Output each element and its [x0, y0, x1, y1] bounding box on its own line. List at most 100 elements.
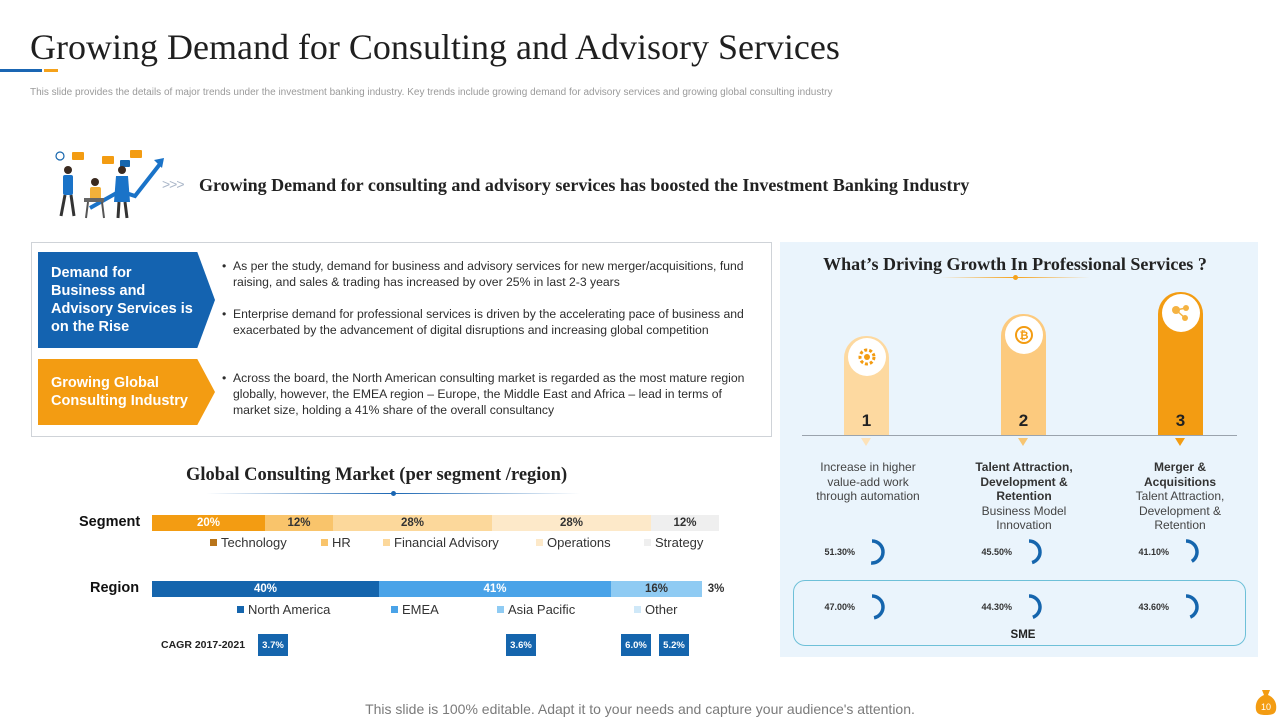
- legend-swatch: [237, 606, 244, 613]
- svg-text:₿: ₿: [1020, 329, 1029, 342]
- chevrons-right-icon: >>>: [162, 176, 185, 192]
- bar-segment-hr: 12%: [265, 515, 333, 531]
- gauge: 45.50%: [954, 537, 1044, 572]
- network-icon: [1162, 294, 1200, 332]
- gauge-arc: [1028, 594, 1042, 619]
- driver-desc: Increase in higher value-add work throug…: [816, 460, 920, 503]
- gauge-value: 44.30%: [981, 602, 1012, 612]
- trend-bullet: As per the study, demand for business an…: [222, 258, 762, 290]
- bar-segment-financial-advisory: 28%: [333, 515, 492, 531]
- driver-title: Merger & Acquisitions: [1143, 460, 1216, 489]
- sme-label: SME: [1010, 629, 1036, 641]
- slide-title: Growing Demand for Consulting and Adviso…: [30, 27, 840, 67]
- market-chart-title: Global Consulting Market (per segment /r…: [186, 465, 568, 485]
- bar-segment-operations: 28%: [492, 515, 651, 531]
- gear-icon: [848, 338, 886, 376]
- growth-panel-title: What’s Driving Growth In Professional Se…: [823, 254, 1207, 274]
- region-row-label: Region: [90, 580, 140, 596]
- legend-swatch: [321, 539, 328, 546]
- hero-statement: Growing Demand for consulting and adviso…: [199, 175, 970, 195]
- legend-label: Strategy: [655, 535, 704, 550]
- cagr-north-america: 3.7%: [258, 634, 288, 656]
- legend-label: Asia Pacific: [508, 602, 576, 617]
- legend-label: Other: [645, 602, 678, 617]
- trend-bullet: Across the board, the North American con…: [222, 370, 762, 418]
- gauge: 44.30%: [954, 592, 1044, 627]
- driver-caption-1: Increase in higher value-add work throug…: [808, 460, 928, 504]
- cagr-other: 5.2%: [659, 634, 689, 656]
- tag-label: Demand for Business and Advisory Service…: [51, 265, 193, 335]
- legend-label: EMEA: [402, 602, 439, 617]
- driver-number: 3: [1175, 411, 1186, 430]
- cagr-asia-pacific: 6.0%: [621, 634, 651, 656]
- bar-segment-strategy: 12%: [651, 515, 719, 531]
- legend-item: Financial Advisory: [383, 535, 499, 550]
- gauge-value: 51.30%: [824, 547, 855, 557]
- legend-label: HR: [332, 535, 351, 550]
- gauge-value: 41.10%: [1138, 547, 1169, 557]
- title-accent-line-orange: [44, 69, 58, 72]
- tag-label: Growing Global Consulting Industry: [51, 375, 188, 409]
- gauge-value: 47.00%: [824, 602, 855, 612]
- trend-bullet: Enterprise demand for professional servi…: [222, 306, 762, 338]
- legend-swatch: [634, 606, 641, 613]
- gauge-arc: [1185, 539, 1199, 563]
- legend-swatch: [210, 539, 217, 546]
- driver-desc: Business Model Innovation: [981, 503, 1067, 533]
- cagr-emea: 3.6%: [506, 634, 536, 656]
- bar-segment-north-america: 40%: [152, 581, 379, 597]
- legend-swatch: [497, 606, 504, 613]
- legend-swatch: [536, 539, 543, 546]
- driver-desc: Talent Attraction, Development & Retenti…: [1135, 489, 1225, 532]
- page-number: 10: [1261, 702, 1271, 712]
- legend-item: EMEA: [391, 602, 439, 617]
- legend-item: North America: [237, 602, 330, 617]
- sme-group-box: [793, 580, 1246, 646]
- bar-segment-technology: 20%: [152, 515, 265, 531]
- legend-label: Operations: [547, 535, 611, 550]
- gauge: 41.10%: [1111, 537, 1201, 572]
- legend-swatch: [383, 539, 390, 546]
- legend-label: North America: [248, 602, 331, 617]
- legend-item: Asia Pacific: [497, 602, 575, 617]
- legend-item: HR: [321, 535, 351, 550]
- gauge-arc: [1185, 594, 1199, 619]
- legend-swatch: [391, 606, 398, 613]
- legend-label: Financial Advisory: [394, 535, 499, 550]
- driver-title: Talent Attraction, Development & Retenti…: [975, 460, 1073, 503]
- title-accent-line: [0, 69, 42, 72]
- gauge-value: 45.50%: [981, 547, 1012, 557]
- bar-segment-other: 3%: [707, 583, 725, 595]
- slide-subtitle: This slide provides the details of major…: [30, 87, 833, 98]
- gauge-value: 43.60%: [1138, 602, 1169, 612]
- legend-item: Strategy: [644, 535, 703, 550]
- pillars-baseline: [802, 435, 1237, 436]
- triangle-marker: [1175, 438, 1185, 446]
- legend-item: Other: [634, 602, 678, 617]
- money-bag-icon: 10: [1255, 690, 1277, 715]
- tag-consulting-industry: Growing Global Consulting Industry: [38, 359, 215, 425]
- gauge: 47.00%: [797, 592, 887, 627]
- bar-segment-asia-pacific: 16%: [611, 581, 702, 597]
- market-title-dot: [391, 491, 396, 496]
- triangle-marker: [1018, 438, 1028, 446]
- gauge: 43.60%: [1111, 592, 1201, 627]
- legend-item: Operations: [536, 535, 611, 550]
- driver-caption-3: Merger & Acquisitions Talent Attraction,…: [1120, 460, 1240, 533]
- triangle-marker: [861, 438, 871, 446]
- bar-segment-emea: 41%: [379, 581, 611, 597]
- driver-caption-2: Talent Attraction, Development & Retenti…: [964, 460, 1084, 533]
- business-team-illustration: [55, 150, 164, 219]
- growth-title-dot: [1013, 275, 1018, 280]
- gauge-arc: [870, 539, 885, 565]
- tag-demand-rising: Demand for Business and Advisory Service…: [38, 252, 215, 348]
- legend-item: Technology: [210, 535, 287, 550]
- trends-panel: [31, 242, 772, 437]
- bitcoin-gear-icon: ₿: [1005, 316, 1043, 354]
- driver-number: 1: [861, 411, 872, 430]
- gauge: 51.30%: [797, 537, 887, 572]
- gauge-arc: [1028, 539, 1042, 565]
- driver-number: 2: [1018, 411, 1029, 430]
- slide-footer: This slide is 100% editable. Adapt it to…: [365, 701, 915, 717]
- legend-label: Technology: [221, 535, 287, 550]
